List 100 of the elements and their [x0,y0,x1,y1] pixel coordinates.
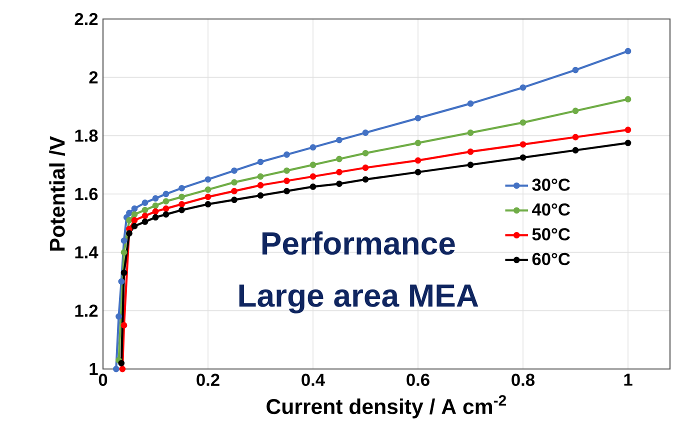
point [178,201,185,208]
point [204,201,212,208]
point [120,270,128,276]
point [118,360,125,366]
point [362,176,369,183]
point [178,184,185,192]
y-tick-label: 1.8 [75,130,98,142]
point [310,144,316,151]
x-tick-label: 0.4 [302,374,325,386]
point [178,194,185,200]
point [467,100,474,107]
legend-label: 50°C [532,228,570,240]
point [310,162,316,168]
x-axis-title: Current density / A cm$^{-2}$ [266,395,506,418]
x-tick-label: 0.8 [512,374,535,386]
point [310,173,316,180]
point [142,200,148,206]
point [362,150,369,156]
point [362,130,369,136]
x-tick-label: 0.2 [196,374,220,386]
point [204,186,212,193]
point [152,208,159,215]
y-tick-label: 2 [89,71,98,84]
point [162,205,170,212]
point [257,182,264,188]
point [467,148,474,155]
point [310,184,316,190]
point [414,140,422,146]
legend-label: 30°C [532,178,570,191]
point [284,151,290,158]
point [116,313,122,320]
point [572,134,579,140]
y-tick-label: 2.2 [74,12,98,26]
point [572,66,579,74]
point [572,147,579,154]
point [520,84,526,91]
point [131,211,138,218]
point [131,205,138,212]
point [362,164,369,171]
point [162,211,170,218]
point [624,96,632,102]
point [284,167,290,174]
point [118,278,125,285]
point [204,176,212,183]
point [131,222,138,230]
point [126,230,132,237]
annotation: Large area MEA [239,284,478,314]
point [231,188,238,194]
point [284,178,290,184]
point [120,322,128,328]
point [119,366,126,372]
point [624,126,632,134]
point [152,202,159,209]
point [152,195,159,202]
x-tick-label: 0 [98,374,108,386]
point [624,140,632,146]
point [336,156,342,162]
y-tick-label: 1.2 [75,304,98,317]
point [231,179,238,186]
point [336,168,342,176]
point [624,48,632,54]
point [231,167,238,174]
point [126,217,132,224]
x-tick-label: 1 [624,374,632,386]
point [152,214,159,221]
point [178,206,185,214]
point [142,218,148,225]
point [414,168,422,176]
point [520,119,526,126]
point [231,196,238,204]
point [257,192,264,199]
point [414,157,422,164]
point [112,366,120,372]
point [142,206,148,214]
y-tick-label: 1.6 [75,188,98,200]
point [120,249,128,256]
point [162,190,170,198]
point [120,237,128,244]
point [414,114,422,122]
y-axis-title: Potential /V [49,136,66,251]
point [284,188,290,194]
y-tick-label: 1.4 [75,246,98,258]
point [142,212,148,220]
point [520,154,526,161]
point [520,141,526,148]
point [336,136,342,144]
point [257,158,264,166]
point [204,194,212,200]
point [467,130,474,136]
point [257,173,264,180]
point [126,210,132,216]
point [467,162,474,168]
legend-label: 60°C [532,252,570,266]
annotation: Performance [262,231,455,255]
y-tick-label: 1 [90,363,98,375]
point [131,217,138,224]
legend-label: 40°C [532,203,570,216]
x-tick-label: 0.6 [406,374,430,386]
point [162,198,170,204]
point [336,180,342,187]
